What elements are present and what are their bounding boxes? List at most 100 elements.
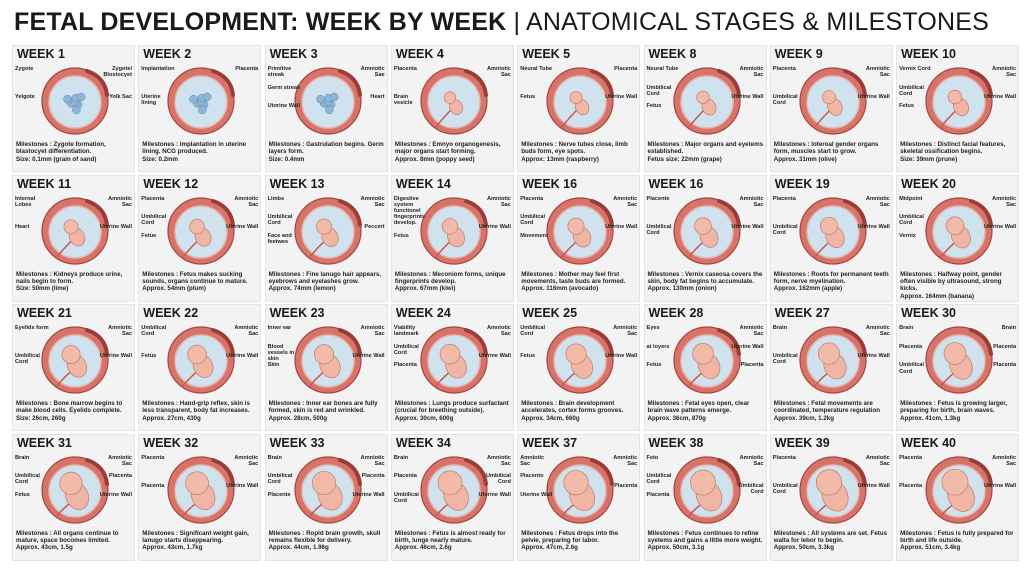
cell-cluster: [329, 92, 339, 102]
anatomy-label: Primitive streak: [267, 66, 292, 79]
cell-cluster: [198, 105, 207, 115]
anatomy-label: Implantation: [141, 66, 175, 72]
week-card: WEEK 21 Eyelids form Amniotic Sac Umbilical…: [12, 304, 135, 431]
illustration: [41, 455, 109, 524]
milestone: Milestones : Kidneys produce urine, nail…: [16, 270, 123, 285]
anatomy-label: Uterine Wall: [983, 482, 1017, 489]
anatomy-label: Umbilical Cord: [520, 325, 546, 338]
size: Approx. 34cm, 660g: [521, 414, 580, 422]
fetus-head: [443, 91, 457, 104]
anatomy-label: Amniotic Sac: [739, 195, 764, 208]
milestone-text: Milestones : Fetus makes sucking sounds,…: [142, 271, 258, 293]
milestone-text: Milestones : All systems are set. Fetus …: [774, 530, 890, 552]
milestone-text: Milestones : Halfway point, gender often…: [900, 271, 1016, 301]
size: Approx. 39cm, 1.2kg: [773, 414, 834, 422]
placenta: [337, 457, 362, 486]
fetus-head: [819, 216, 838, 235]
anatomy-label: Fetus: [646, 362, 662, 369]
week-heading: WEEK 34: [395, 435, 451, 450]
fetus-head: [311, 470, 336, 495]
week-card: WEEK 20 Midpoint Amniotic Sac Umbilical Cor…: [896, 174, 1020, 302]
anatomy-label: Amniotic Sac: [486, 195, 511, 208]
anatomy-label: Umbilical Cord: [486, 473, 511, 486]
milestone-text: Milestones : Inner ear bones are fully f…: [269, 400, 385, 422]
anatomy-label: Placenta: [393, 362, 417, 369]
week-card: WEEK 28 Eyes Amniotic Sac at loyers Uterine …: [643, 304, 767, 431]
illustration: [925, 326, 994, 394]
anatomy-label: Uterine Wall: [857, 353, 890, 359]
fetus-head: [439, 343, 461, 365]
anatomy-label: Zygote/ Blostocyet: [103, 66, 132, 79]
milestone: Milestones : Fetus drops into the pelvie…: [521, 529, 619, 544]
anatomy-label: Umbilical Cord: [899, 84, 924, 97]
week-heading: WEEK 25: [522, 306, 578, 320]
anatomy-label: Movement: [520, 232, 548, 239]
anatomy-label: Fetus: [520, 94, 536, 100]
fetus-head: [189, 218, 205, 234]
milestone-text: Milestones : Gastrulation begins. Germ l…: [269, 141, 385, 163]
anatomy-label: Placenta: [772, 454, 796, 461]
placenta: [463, 69, 488, 97]
placenta: [969, 457, 994, 486]
anatomy-label: Umbilical Cord: [899, 362, 924, 375]
anatomy-label: Umbilical Cord: [520, 214, 546, 227]
milestone: Milestones : Gastrulation begins. Germ l…: [268, 141, 384, 156]
anatomy-label: Brain: [772, 325, 788, 331]
illustration: [420, 67, 488, 135]
anatomy-label: Fetus: [393, 232, 409, 239]
anatomy-label: Uterine Wall: [731, 343, 764, 350]
anatomy-label: Placenta: [141, 454, 165, 461]
placenta: [842, 328, 867, 356]
fetus-head: [567, 217, 585, 235]
illustration: [672, 67, 741, 135]
week-card: WEEK 3 Primitive streak Amniotic Sae Germ s…: [264, 45, 388, 172]
anatomy-label: Uterine Wall: [99, 353, 132, 359]
anatomy-label: Uterine Wall: [983, 94, 1017, 100]
cell-cluster: [76, 92, 86, 102]
placenta: [337, 328, 362, 356]
fetus-head: [437, 470, 463, 495]
week-card: WEEK 9 Placenta Amniotic Sac Umbilical Cord…: [769, 45, 893, 172]
milestone-text: Milestones : Major organs and eyetems es…: [648, 141, 764, 163]
anatomy-label: Umbilical Cord: [772, 223, 798, 236]
week-heading: WEEK 22: [143, 306, 199, 320]
milestone: Milestones : Fine lanugo hair appears, e…: [268, 270, 382, 285]
week-heading: WEEK 38: [648, 435, 704, 450]
milestone: Milestones : Lungs produce surfactant (c…: [394, 400, 509, 415]
week-card: WEEK 13 Limbs Amniotic Sac Umbilical Cord Pe…: [264, 174, 388, 302]
illustration: [546, 196, 615, 265]
illustration: [546, 455, 615, 524]
placenta: [211, 457, 236, 486]
anatomy-label: Inner ear: [267, 325, 292, 331]
week-heading: WEEK 13: [269, 176, 325, 191]
week-heading: WEEK 12: [143, 176, 199, 191]
milestone-text: Milestones : All organs continue to matu…: [16, 530, 132, 552]
milestone-text: Milestones : Kidneys produce urine, nail…: [16, 271, 132, 293]
week-card: WEEK 16 Placente Amniotic Sac Umbilical Cor…: [643, 174, 767, 302]
anatomy-label: Vernix: [899, 232, 916, 239]
milestone-text: Milestones : Mother may feel first movem…: [521, 271, 637, 293]
milestone-text: Milestones : Fetus drops into the pelvie…: [521, 530, 637, 552]
page-title: FETAL DEVELOPMENT: WEEK BY WEEK | ANATOM…: [14, 8, 989, 37]
milestone: Milestones : All organs continue to matu…: [16, 529, 119, 544]
anatomy-label: Placenta: [108, 473, 132, 480]
illustration: [293, 326, 362, 394]
milestone: Milestones : Fetus is fully prepared for…: [900, 529, 1014, 544]
anatomy-label: Amniotic Sac: [992, 195, 1017, 208]
anatomy-label: Brain: [1001, 325, 1017, 331]
cell-cluster: [203, 92, 212, 102]
anatomy-label: Umbilical Cord: [393, 343, 419, 356]
anatomy-label: Placenta: [614, 482, 638, 489]
cell-cluster: [63, 94, 72, 104]
week-card: WEEK 37 Amniotic Sac Amniotic Sac Placento P…: [517, 433, 641, 561]
anatomy-label: Uterine Wall: [226, 353, 259, 359]
milestone-text: Milestones : Fine lanugo hair appears, e…: [269, 271, 385, 293]
size: Approx. 51cm, 3.4kg: [900, 544, 961, 552]
week-heading: WEEK 8: [648, 47, 697, 61]
size: Approx. 130mm (onion): [647, 285, 717, 293]
placenta: [85, 328, 109, 356]
anatomy-label: Umbilical Cord: [141, 325, 167, 338]
illustration: [672, 455, 741, 524]
anatomy-label: Placenta: [235, 66, 259, 72]
